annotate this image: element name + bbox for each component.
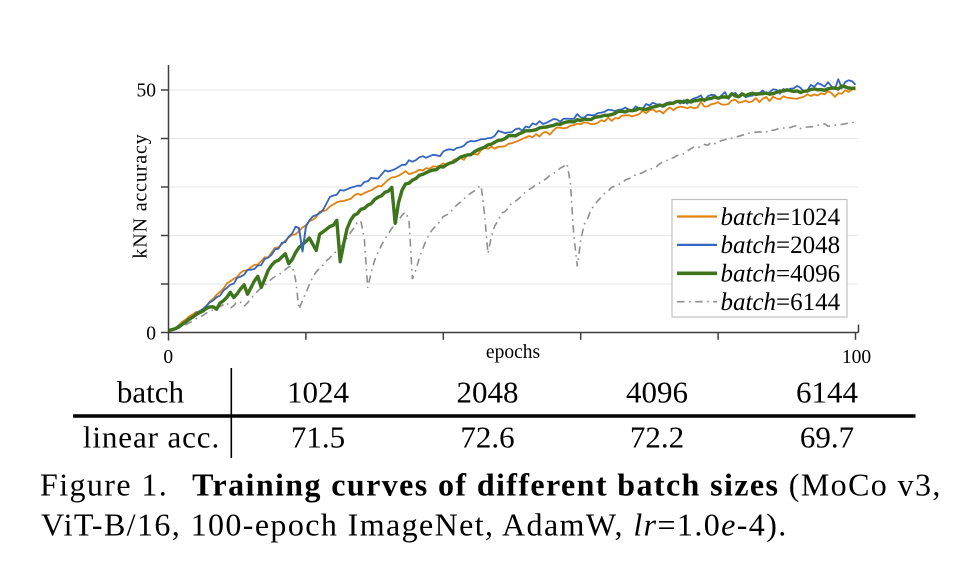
svg-text:epochs: epochs bbox=[486, 342, 540, 363]
svg-text:0: 0 bbox=[146, 324, 156, 345]
svg-text:6144: 6144 bbox=[796, 375, 859, 410]
svg-text:0: 0 bbox=[163, 347, 173, 368]
svg-text:72.2: 72.2 bbox=[630, 420, 684, 455]
svg-text:batch=4096: batch=4096 bbox=[721, 261, 841, 288]
svg-text:linear acc.: linear acc. bbox=[83, 420, 220, 455]
svg-text:batch: batch bbox=[117, 375, 185, 410]
svg-text:100: 100 bbox=[842, 347, 871, 368]
svg-text:2048: 2048 bbox=[457, 375, 519, 410]
svg-text:batch=6144: batch=6144 bbox=[721, 289, 841, 316]
svg-text:69.7: 69.7 bbox=[800, 420, 854, 455]
svg-text:ViT-B/16, 100-epoch ImageNet,: ViT-B/16, 100-epoch ImageNet, AdamW, lr=… bbox=[41, 507, 788, 543]
svg-text:71.5: 71.5 bbox=[291, 420, 345, 455]
svg-text:Figure 1.Training curves of di: Figure 1. Training curves of different ba… bbox=[40, 467, 942, 503]
svg-text:72.6: 72.6 bbox=[460, 420, 514, 455]
svg-text:kNN accuracy: kNN accuracy bbox=[130, 133, 152, 258]
svg-text:1024: 1024 bbox=[287, 375, 350, 410]
svg-text:batch=1024: batch=1024 bbox=[721, 204, 841, 231]
svg-text:4096: 4096 bbox=[626, 375, 688, 410]
svg-text:batch=2048: batch=2048 bbox=[721, 232, 841, 259]
svg-text:50: 50 bbox=[137, 81, 157, 102]
